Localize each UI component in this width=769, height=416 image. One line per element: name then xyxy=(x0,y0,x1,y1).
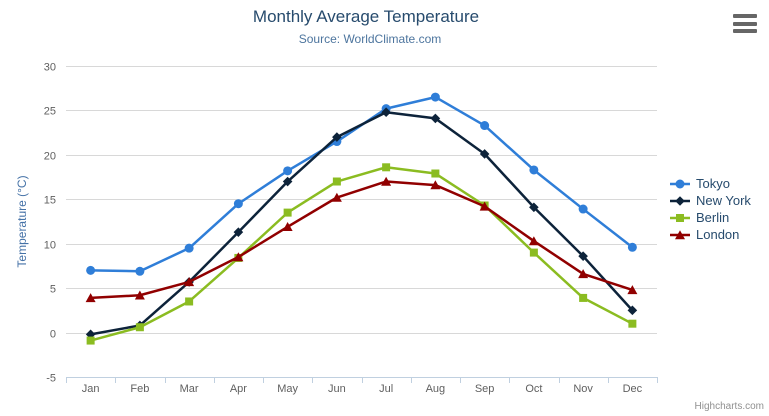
chart-subtitle: Source: WorldClimate.com xyxy=(298,32,442,46)
data-point-berlin xyxy=(283,208,292,217)
data-point-berlin xyxy=(431,169,440,178)
data-point-berlin xyxy=(579,293,588,302)
data-point-new-york xyxy=(430,113,441,124)
export-menu-button[interactable] xyxy=(733,14,757,33)
data-point-london xyxy=(233,252,244,262)
data-point-new-york xyxy=(529,202,539,213)
data-point-london xyxy=(134,290,145,300)
hamburger-icon xyxy=(733,14,757,18)
data-point-new-york xyxy=(233,227,244,237)
data-point-london xyxy=(331,192,342,202)
legend-item-tokyo[interactable]: Tokyo xyxy=(669,175,751,192)
data-point-berlin xyxy=(86,336,95,345)
data-point-berlin xyxy=(185,297,194,306)
data-point-new-york xyxy=(381,107,391,118)
y-axis-tick-label: 10 xyxy=(44,240,56,252)
data-point-new-york xyxy=(578,251,588,261)
legend-item-new-york[interactable]: New York xyxy=(669,192,751,209)
legend: Tokyo New York Berlin London xyxy=(669,175,751,243)
x-axis-tick-label: Sep xyxy=(475,383,495,395)
x-axis-tick-label: Oct xyxy=(525,383,542,395)
data-point-tokyo xyxy=(480,121,490,131)
series-line-london xyxy=(89,180,634,300)
x-axis-tick-label: Feb xyxy=(130,383,149,395)
data-point-berlin xyxy=(382,163,391,172)
data-point-tokyo xyxy=(529,165,539,175)
data-point-tokyo xyxy=(578,204,588,214)
x-axis-tick-label: Jun xyxy=(328,383,346,395)
y-axis-tick-label: 30 xyxy=(44,62,56,74)
legend-label: Tokyo xyxy=(696,176,730,191)
data-point-tokyo xyxy=(233,199,243,209)
circle-marker-icon xyxy=(670,179,690,188)
data-point-london xyxy=(578,269,589,279)
x-axis-tick-label: May xyxy=(277,383,298,395)
y-axis-tick-label: -5 xyxy=(46,373,56,385)
data-point-berlin xyxy=(628,319,637,328)
x-axis-tick-label: Dec xyxy=(623,383,643,395)
chart-title: Monthly Average Temperature xyxy=(252,7,480,26)
data-point-london xyxy=(282,222,293,232)
x-axis-tick-label: Apr xyxy=(230,383,247,395)
data-point-tokyo xyxy=(430,92,440,102)
y-axis-tick-label: 5 xyxy=(50,284,56,296)
series-line-tokyo xyxy=(89,95,634,273)
y-axis-tick-label: 0 xyxy=(50,329,56,341)
hamburger-icon xyxy=(733,21,757,26)
legend-label: London xyxy=(696,227,740,242)
data-point-london xyxy=(430,180,441,190)
x-axis-tick-label: Jan xyxy=(82,383,100,395)
legend-label: Berlin xyxy=(696,210,730,225)
data-point-london xyxy=(85,293,96,303)
data-point-london xyxy=(528,236,539,246)
diamond-marker-icon xyxy=(670,195,690,206)
data-point-berlin xyxy=(332,177,341,186)
y-axis-tick-label: 20 xyxy=(44,151,56,163)
credits-link[interactable]: Highcharts.com xyxy=(694,401,764,412)
square-marker-icon xyxy=(670,213,690,222)
data-point-tokyo xyxy=(86,265,96,275)
triangle-marker-icon xyxy=(670,229,690,239)
data-point-tokyo xyxy=(283,166,293,176)
data-point-berlin xyxy=(135,323,144,332)
data-point-new-york xyxy=(627,305,638,316)
data-point-tokyo xyxy=(184,243,194,253)
x-axis-tick-label: Nov xyxy=(573,383,593,395)
legend-item-berlin[interactable]: Berlin xyxy=(669,209,751,226)
legend-label: New York xyxy=(696,193,751,208)
series-line-new-york xyxy=(89,110,634,336)
data-point-london xyxy=(479,201,490,211)
data-point-new-york xyxy=(332,132,342,142)
data-point-london xyxy=(381,176,392,186)
data-point-london xyxy=(184,277,195,287)
data-point-tokyo xyxy=(135,266,145,276)
y-axis-title: Temperature (°C) xyxy=(15,175,29,267)
data-point-new-york xyxy=(282,176,293,187)
data-point-new-york xyxy=(479,149,490,159)
data-point-tokyo xyxy=(627,242,637,252)
hamburger-icon xyxy=(733,29,757,33)
data-point-london xyxy=(627,285,638,295)
y-axis-tick-label: 15 xyxy=(44,195,56,207)
x-axis-tick-label: Aug xyxy=(426,383,446,395)
series-line-berlin xyxy=(89,166,634,342)
x-axis-tick-label: Jul xyxy=(379,383,393,395)
x-axis-tick-label: Mar xyxy=(180,383,199,395)
legend-item-london[interactable]: London xyxy=(669,226,751,243)
data-point-berlin xyxy=(529,248,538,257)
y-axis-tick-label: 25 xyxy=(44,106,56,118)
